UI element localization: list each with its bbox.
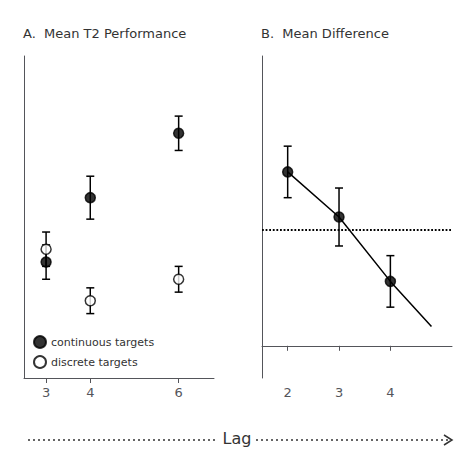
svg-text:Lag: Lag: [223, 429, 252, 448]
svg-text:4: 4: [386, 385, 394, 400]
svg-text:2: 2: [284, 385, 292, 400]
svg-text:6: 6: [175, 385, 183, 400]
svg-text:3: 3: [42, 385, 50, 400]
svg-text:discrete targets: discrete targets: [51, 356, 138, 369]
svg-text:B. Mean Difference: B. Mean Difference: [261, 26, 389, 41]
svg-text:continuous targets: continuous targets: [51, 336, 154, 349]
svg-text:4: 4: [86, 385, 94, 400]
svg-text:A. Mean T2 Performance: A. Mean T2 Performance: [23, 26, 186, 41]
svg-text:3: 3: [335, 385, 343, 400]
